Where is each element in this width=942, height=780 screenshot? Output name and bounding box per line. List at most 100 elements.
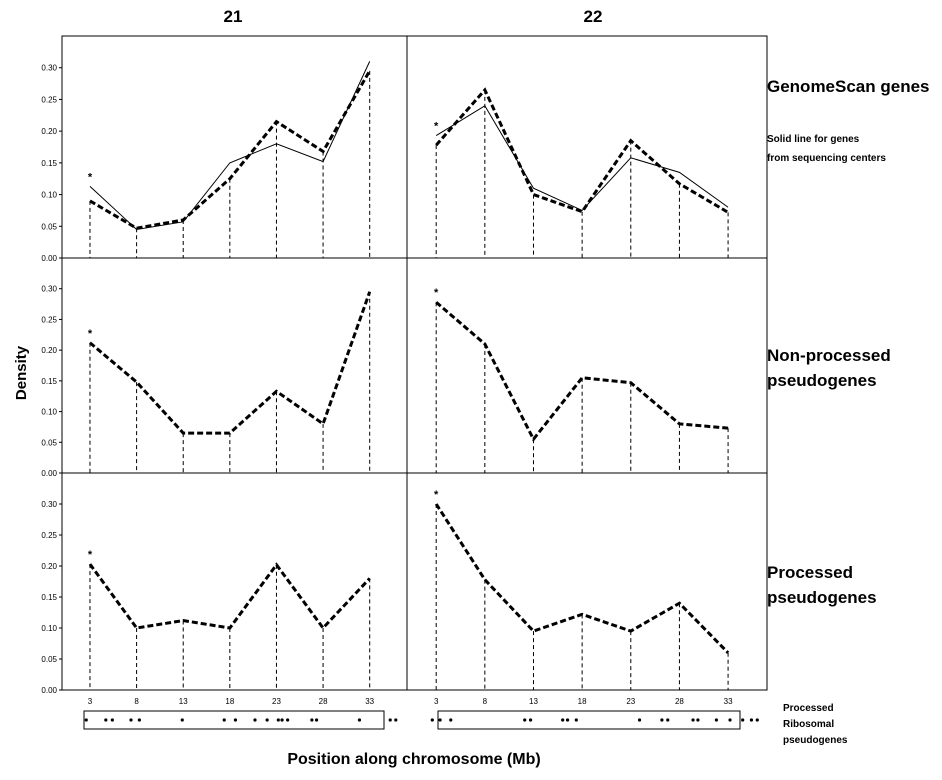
ribosomal-dot-col1-0 xyxy=(430,718,434,722)
x-tick-label-col1-6: 33 xyxy=(724,697,733,706)
y-tick-label-row2-1: 0.05 xyxy=(41,655,57,664)
ribosomal-dot-col1-9 xyxy=(660,718,664,722)
asterisk-marker-r1c0: * xyxy=(88,328,93,340)
ribosomal-dot-col1-14 xyxy=(728,718,732,722)
x-tick-label-col0-5: 28 xyxy=(319,697,328,706)
y-tick-label-row1-3: 0.15 xyxy=(41,377,57,386)
ribosomal-dot-col0-11 xyxy=(280,718,284,722)
ribosomal-dot-col0-16 xyxy=(388,718,392,722)
ribosomal-legend-line3: pseudogenes xyxy=(783,735,848,746)
ribosomal-dot-col0-13 xyxy=(310,718,314,722)
x-tick-label-col0-1: 8 xyxy=(134,697,139,706)
ribosomal-dot-col0-3 xyxy=(129,718,133,722)
y-tick-label-row2-4: 0.20 xyxy=(41,562,57,571)
row-label-nonprocessed-line1: Non-processed xyxy=(767,346,891,365)
ribosomal-dot-col0-7 xyxy=(233,718,238,722)
ribosomal-dot-col1-8 xyxy=(637,718,642,722)
x-tick-label-col0-4: 23 xyxy=(272,697,281,706)
y-tick-label-row2-2: 0.10 xyxy=(41,624,57,633)
ribosomal-dot-col0-12 xyxy=(286,718,290,722)
asterisk-marker-r2c0: * xyxy=(88,549,93,561)
plot-layer: 0.00 0.05 0.10 0.15 0.20 0.25 0.30 0.00 0.05 0.10… xyxy=(41,35,768,722)
x-tick-label-col1-5: 28 xyxy=(675,697,684,706)
ribosomal-dot-col1-16 xyxy=(749,718,754,722)
y-tick-label-row0-2: 0.10 xyxy=(41,191,57,200)
dashed-series-r2c1 xyxy=(434,503,730,654)
y-tick-label-row0-5: 0.25 xyxy=(41,95,57,104)
dashed-series-r1c0 xyxy=(89,291,372,435)
ribosomal-dot-col1-12 xyxy=(696,718,700,722)
y-tick-label-row2-0: 0.00 xyxy=(41,686,57,695)
asterisk-marker-r0c1: * xyxy=(434,121,439,133)
x-axis-label: Position along chromosome (Mb) xyxy=(287,751,540,768)
y-tick-label-row1-5: 0.25 xyxy=(41,315,57,324)
x-tick-label-col1-0: 3 xyxy=(434,697,439,706)
ribosomal-dot-col1-3 xyxy=(523,718,527,722)
ribosomal-dot-col0-5 xyxy=(180,718,184,722)
ribosomal-dot-col1-5 xyxy=(561,718,565,722)
ribosomal-legend-line2: Ribosomal xyxy=(783,719,834,730)
y-tick-label-row2-6: 0.30 xyxy=(41,500,57,509)
solid-series-r0c1 xyxy=(435,105,729,212)
y-tick-label-row2-5: 0.25 xyxy=(41,531,57,540)
solid-line-note-line2: from sequencing centers xyxy=(767,153,886,164)
panel-frame xyxy=(61,35,768,691)
y-tick-label-row1-0: 0.00 xyxy=(41,469,57,478)
ribosomal-dot-col0-1 xyxy=(104,718,108,722)
y-tick-label-row0-6: 0.30 xyxy=(41,64,57,73)
ribosomal-track-21 xyxy=(83,710,385,730)
y-axis-label: Density xyxy=(13,345,30,400)
ribosomal-dot-col0-10 xyxy=(276,718,280,722)
x-tick-label-col1-4: 23 xyxy=(626,697,635,706)
row-label-processed-line1: Processed xyxy=(767,563,853,582)
dashed-series-r0c1 xyxy=(435,87,729,214)
ribosomal-track-22 xyxy=(437,710,741,730)
ribosomal-dot-col0-6 xyxy=(222,718,226,722)
ribosomal-dot-col0-0 xyxy=(84,718,88,722)
y-tick-label-row0-1: 0.05 xyxy=(41,222,57,231)
x-tick-label-col0-6: 33 xyxy=(365,697,374,706)
row-label-nonprocessed-line2: pseudogenes xyxy=(767,371,877,390)
y-tick-label-row1-4: 0.20 xyxy=(41,346,57,355)
ribosomal-dot-col1-1 xyxy=(438,718,442,722)
ribosomal-dot-col1-10 xyxy=(666,718,670,722)
x-tick-label-col1-2: 13 xyxy=(529,697,538,706)
dashed-series-r0c0 xyxy=(89,70,372,230)
ribosomal-dot-col1-7 xyxy=(574,718,578,722)
ribosomal-dot-col1-6 xyxy=(565,718,570,722)
column-title-22: 22 xyxy=(584,7,603,26)
y-tick-label-row1-2: 0.10 xyxy=(41,408,57,417)
dashed-series-r2c0 xyxy=(88,562,371,631)
y-tick-label-row1-1: 0.05 xyxy=(41,438,57,447)
y-tick-label-row2-3: 0.15 xyxy=(41,593,57,602)
ribosomal-dot-col0-17 xyxy=(394,718,398,722)
y-tick-label-row0-0: 0.00 xyxy=(41,254,57,263)
y-tick-label-row0-3: 0.15 xyxy=(41,159,57,168)
row-label-genomescan: GenomeScan genes xyxy=(767,77,930,96)
y-tick-label-row0-4: 0.20 xyxy=(41,127,57,136)
y-tick-label-row1-6: 0.30 xyxy=(41,285,57,294)
column-title-21: 21 xyxy=(224,7,243,26)
x-tick-label-col0-3: 18 xyxy=(225,697,234,706)
ribosomal-dot-col1-15 xyxy=(741,718,745,722)
asterisk-marker-r0c0: * xyxy=(88,171,93,183)
ribosomal-dot-col1-2 xyxy=(449,718,453,722)
ribosomal-dot-col1-4 xyxy=(528,718,533,722)
ribosomal-dot-col0-2 xyxy=(110,718,114,722)
ribosomal-dot-col1-17 xyxy=(755,718,759,722)
row-label-processed-line2: pseudogenes xyxy=(767,588,877,607)
asterisk-marker-r1c1: * xyxy=(434,287,439,299)
x-tick-label-col1-3: 18 xyxy=(578,697,587,706)
x-tick-label-col0-2: 13 xyxy=(179,697,188,706)
ribosomal-dot-col0-15 xyxy=(357,718,362,722)
ribosomal-dot-col1-11 xyxy=(691,718,695,722)
x-tick-label-col1-1: 8 xyxy=(483,697,488,706)
x-tick-label-col0-0: 3 xyxy=(88,697,93,706)
ribosomal-dot-col0-4 xyxy=(137,718,141,722)
solid-line-note-line1: Solid line for genes xyxy=(767,134,860,145)
ribosomal-legend-line1: Processed xyxy=(783,703,834,714)
ribosomal-dot-col1-13 xyxy=(714,718,719,722)
ribosomal-dot-col0-14 xyxy=(314,718,319,722)
